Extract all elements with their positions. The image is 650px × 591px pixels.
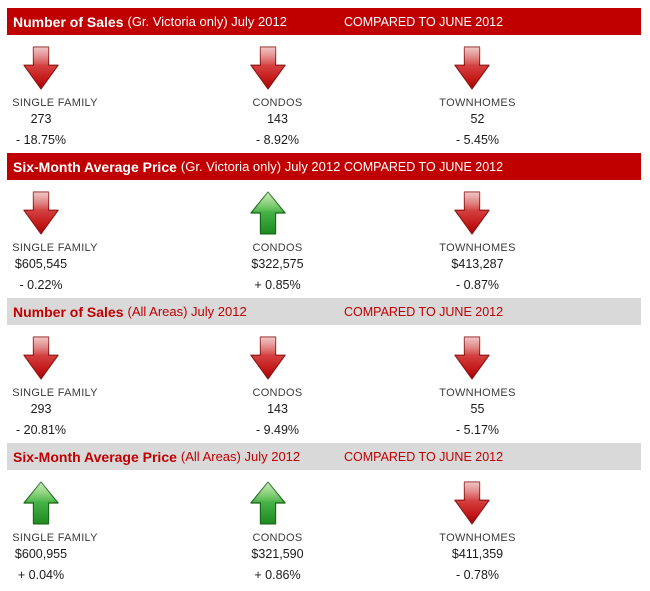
stat-value: $600,955 <box>14 547 68 561</box>
stat-column-single-family: SINGLE FAMILY 273 - 18.75% <box>0 45 110 153</box>
section-banner: Number of Sales (All Areas) July 2012 CO… <box>7 298 641 325</box>
stat-column-townhomes: TOWNHOMES $413,287 - 0.87% <box>405 190 550 298</box>
down-arrow-icon <box>249 46 286 90</box>
stat-change: - 8.92% <box>255 133 300 147</box>
down-arrow-icon <box>453 191 490 235</box>
comparison-label: COMPARED TO JUNE 2012 <box>344 14 504 29</box>
section-subtitle: (Gr. Victoria only) July 2012 <box>127 14 287 29</box>
stat-change: - 18.75% <box>15 133 67 147</box>
section-subtitle: (All Areas) July 2012 <box>180 449 301 464</box>
trend-arrow <box>453 190 491 236</box>
down-arrow-icon <box>453 46 490 90</box>
stat-value: 293 <box>30 402 52 416</box>
stat-column-single-family: SINGLE FAMILY 293 - 20.81% <box>0 335 110 443</box>
category-label: TOWNHOMES <box>439 97 516 109</box>
section-title: Six-Month Average Price <box>13 158 177 175</box>
stat-value: $321,590 <box>251 547 304 561</box>
category-label: SINGLE FAMILY <box>12 97 98 109</box>
section-title: Number of Sales <box>13 303 124 320</box>
down-arrow-icon <box>453 481 490 525</box>
section-price-victoria: Six-Month Average Price (Gr. Victoria on… <box>0 153 650 298</box>
trend-arrow <box>453 335 491 381</box>
stat-column-single-family: SINGLE FAMILY $600,955 + 0.04% <box>0 480 110 588</box>
trend-arrow <box>22 190 60 236</box>
stat-change: + 0.04% <box>17 568 65 582</box>
stat-value: 273 <box>30 112 52 126</box>
category-label: TOWNHOMES <box>439 387 516 399</box>
down-arrow-icon <box>249 336 286 380</box>
stat-column-townhomes: TOWNHOMES $411,359 - 0.78% <box>405 480 550 588</box>
category-label: TOWNHOMES <box>439 242 516 254</box>
category-label: SINGLE FAMILY <box>12 387 98 399</box>
stat-value: $322,575 <box>251 257 304 271</box>
stat-change: + 0.86% <box>254 568 301 582</box>
section-sales-victoria: Number of Sales (Gr. Victoria only) July… <box>0 8 650 153</box>
trend-arrow <box>22 45 60 91</box>
stat-change: - 9.49% <box>255 423 300 437</box>
comparison-label: COMPARED TO JUNE 2012 <box>344 159 504 174</box>
trend-arrow <box>249 45 287 91</box>
section-subtitle: (Gr. Victoria only) July 2012 <box>180 159 341 174</box>
trend-arrow <box>249 335 287 381</box>
stat-column-condos: CONDOS $322,575 + 0.85% <box>210 190 345 298</box>
up-arrow-icon <box>249 481 286 525</box>
stat-value: 55 <box>470 402 485 416</box>
stat-change: - 0.78% <box>455 568 500 582</box>
stat-value: $413,287 <box>451 257 504 271</box>
stat-column-townhomes: TOWNHOMES 52 - 5.45% <box>405 45 550 153</box>
trend-arrow <box>249 480 287 526</box>
down-arrow-icon <box>23 191 59 235</box>
category-label: SINGLE FAMILY <box>12 532 98 544</box>
trend-arrow <box>22 335 60 381</box>
stat-column-condos: CONDOS $321,590 + 0.86% <box>210 480 345 588</box>
stat-column-condos: CONDOS 143 - 8.92% <box>210 45 345 153</box>
stat-change: - 5.17% <box>455 423 500 437</box>
stat-column-townhomes: TOWNHOMES 55 - 5.17% <box>405 335 550 443</box>
category-label: CONDOS <box>252 532 303 544</box>
trend-arrow <box>453 480 491 526</box>
down-arrow-icon <box>453 336 490 380</box>
stat-column-single-family: SINGLE FAMILY $605,545 - 0.22% <box>0 190 110 298</box>
category-label: CONDOS <box>252 97 303 109</box>
down-arrow-icon <box>23 46 59 90</box>
comparison-label: COMPARED TO JUNE 2012 <box>344 304 504 319</box>
trend-arrow <box>453 45 491 91</box>
section-body: SINGLE FAMILY $600,955 + 0.04% CONDOS $3… <box>0 470 650 588</box>
trend-arrow <box>249 190 287 236</box>
up-arrow-icon <box>23 481 59 525</box>
section-price-all-areas: Six-Month Average Price (All Areas) July… <box>0 443 650 588</box>
trend-arrow <box>22 480 60 526</box>
section-body: SINGLE FAMILY $605,545 - 0.22% CONDOS $3… <box>0 180 650 298</box>
section-title: Number of Sales <box>13 13 124 30</box>
section-banner: Six-Month Average Price (Gr. Victoria on… <box>7 153 641 180</box>
stat-change: - 0.87% <box>455 278 500 292</box>
up-arrow-icon <box>249 191 286 235</box>
section-subtitle: (All Areas) July 2012 <box>127 304 247 319</box>
stat-value: $411,359 <box>451 547 504 561</box>
section-banner: Six-Month Average Price (All Areas) July… <box>7 443 641 470</box>
section-title: Six-Month Average Price <box>13 448 177 465</box>
stat-value: $605,545 <box>14 257 68 271</box>
comparison-label: COMPARED TO JUNE 2012 <box>344 449 504 464</box>
category-label: SINGLE FAMILY <box>12 242 98 254</box>
stat-value: 52 <box>470 112 485 126</box>
category-label: TOWNHOMES <box>439 532 516 544</box>
stat-column-condos: CONDOS 143 - 9.49% <box>210 335 345 443</box>
down-arrow-icon <box>23 336 59 380</box>
section-body: SINGLE FAMILY 273 - 18.75% CONDOS 143 - … <box>0 35 650 153</box>
section-sales-all-areas: Number of Sales (All Areas) July 2012 CO… <box>0 298 650 443</box>
stat-change: - 5.45% <box>455 133 500 147</box>
section-body: SINGLE FAMILY 293 - 20.81% CONDOS 143 - … <box>0 325 650 443</box>
stat-change: + 0.85% <box>254 278 301 292</box>
stat-value: 143 <box>267 112 288 126</box>
stat-change: - 0.22% <box>19 278 63 292</box>
category-label: CONDOS <box>252 387 303 399</box>
section-banner: Number of Sales (Gr. Victoria only) July… <box>7 8 641 35</box>
stat-value: 143 <box>267 402 288 416</box>
stat-change: - 20.81% <box>15 423 67 437</box>
category-label: CONDOS <box>252 242 303 254</box>
